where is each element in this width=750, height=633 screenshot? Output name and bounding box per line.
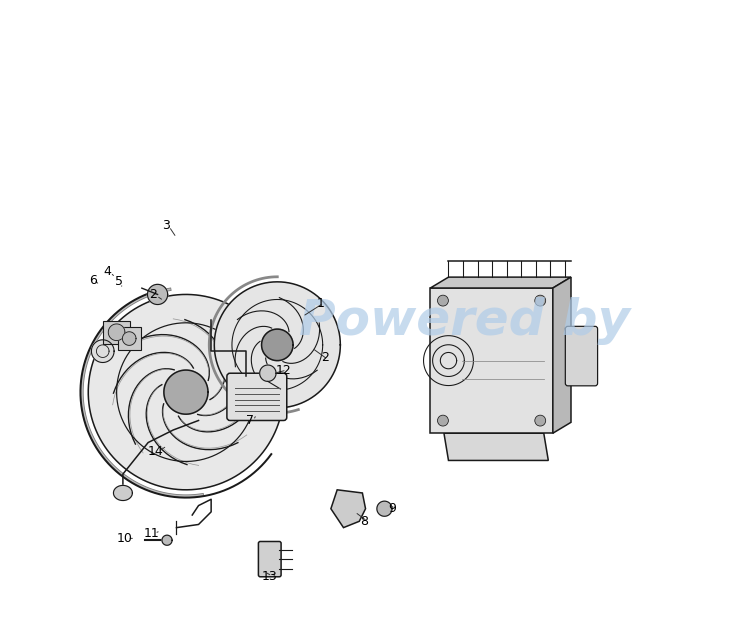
Polygon shape: [430, 288, 553, 433]
FancyBboxPatch shape: [227, 373, 286, 420]
Text: 6: 6: [88, 274, 97, 287]
Circle shape: [535, 415, 546, 426]
Polygon shape: [262, 329, 293, 361]
Polygon shape: [113, 486, 132, 501]
Polygon shape: [164, 370, 208, 414]
Text: 5: 5: [116, 275, 123, 289]
Text: 11: 11: [143, 527, 159, 541]
Text: 2: 2: [321, 351, 328, 364]
Text: 7: 7: [246, 414, 254, 427]
Text: 13: 13: [261, 570, 277, 583]
Text: 9: 9: [388, 501, 397, 515]
Polygon shape: [444, 433, 548, 460]
Polygon shape: [553, 277, 571, 433]
Polygon shape: [214, 282, 340, 408]
Polygon shape: [103, 321, 130, 344]
Text: 4: 4: [104, 265, 111, 278]
FancyBboxPatch shape: [566, 327, 598, 386]
Text: 2: 2: [149, 288, 157, 301]
FancyBboxPatch shape: [259, 541, 281, 577]
Text: 10: 10: [116, 532, 132, 546]
Text: 1: 1: [316, 298, 324, 310]
Text: Powered by: Powered by: [299, 298, 631, 346]
Polygon shape: [377, 501, 392, 517]
Polygon shape: [260, 365, 276, 382]
Polygon shape: [108, 324, 125, 341]
Polygon shape: [92, 340, 114, 363]
Circle shape: [535, 295, 546, 306]
Text: 8: 8: [360, 515, 368, 528]
Text: 12: 12: [276, 363, 292, 377]
Polygon shape: [118, 327, 140, 350]
Polygon shape: [122, 332, 136, 346]
Text: 14: 14: [148, 446, 164, 458]
Circle shape: [437, 295, 448, 306]
Polygon shape: [88, 294, 284, 490]
Polygon shape: [148, 284, 168, 304]
Polygon shape: [162, 535, 172, 545]
Circle shape: [437, 415, 448, 426]
Polygon shape: [331, 490, 365, 528]
Polygon shape: [430, 277, 571, 288]
Text: 3: 3: [162, 218, 170, 232]
